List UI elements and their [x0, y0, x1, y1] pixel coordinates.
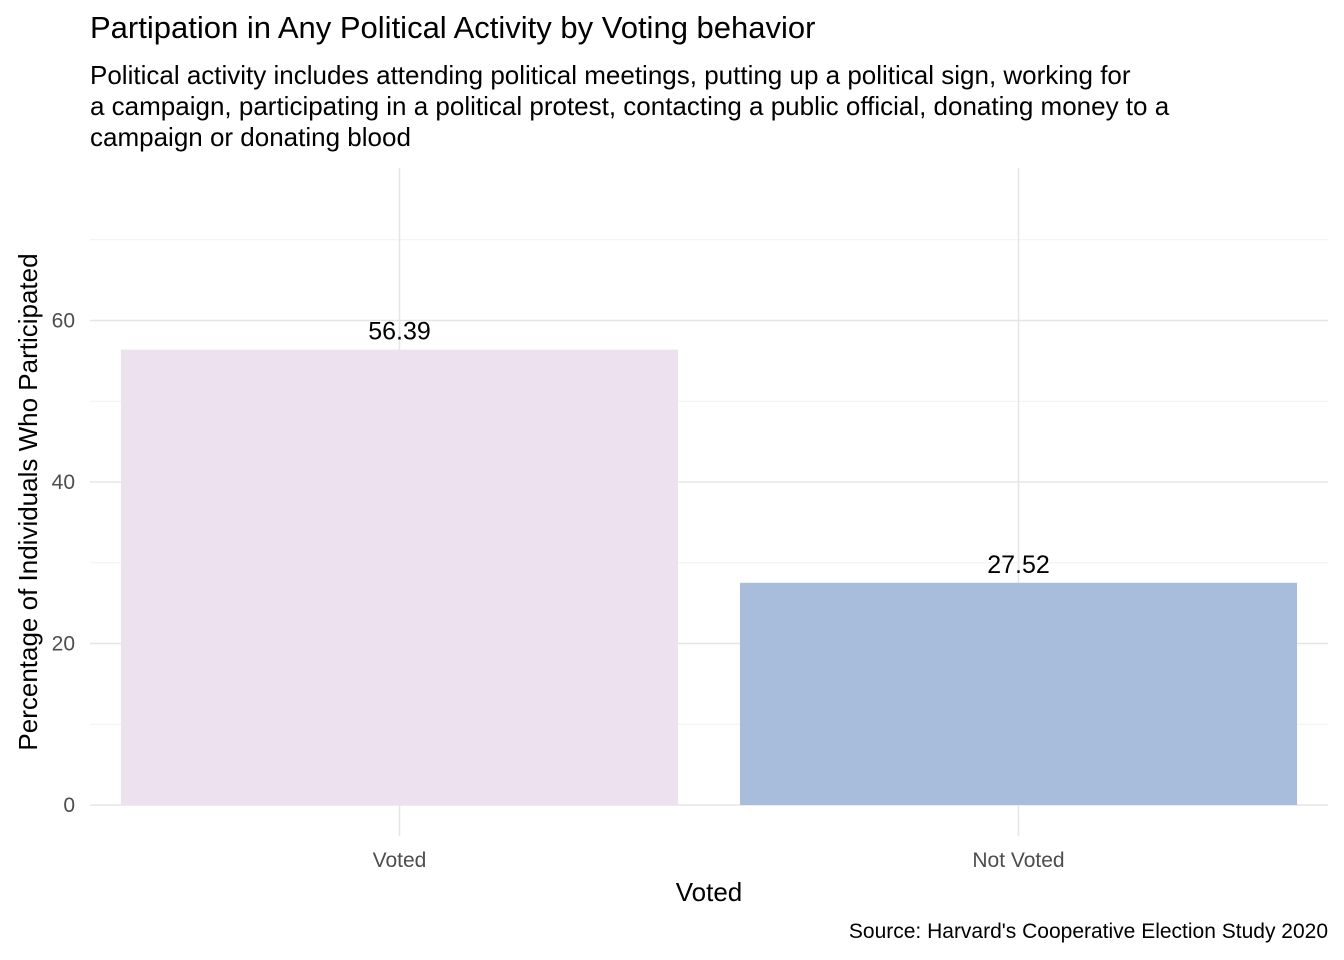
x-tick-label: Not Voted: [972, 849, 1064, 872]
data-label: 27.52: [987, 551, 1050, 579]
chart-subtitle: Political activity includes attending po…: [90, 60, 1330, 153]
x-axis-title: Voted: [676, 877, 743, 907]
y-tick-label: 60: [52, 310, 75, 333]
x-tick-label: Voted: [373, 849, 427, 872]
data-label: 56.39: [368, 318, 431, 346]
subtitle-line-3: campaign or donating blood: [90, 122, 411, 152]
bar: [739, 582, 1298, 805]
bar: [120, 349, 679, 805]
subtitle-line-2: a campaign, participating in a political…: [90, 91, 1170, 121]
subtitle-line-1: Political activity includes attending po…: [90, 60, 1131, 90]
chart-title: Partipation in Any Political Activity by…: [90, 10, 816, 45]
y-axis-title: Percentage of Individuals Who Participat…: [13, 253, 43, 750]
y-tick-label: 40: [52, 471, 75, 494]
y-tick-label: 20: [52, 633, 75, 656]
y-tick-label: 0: [63, 794, 75, 817]
chart-caption: Source: Harvard's Cooperative Election S…: [848, 920, 1328, 943]
